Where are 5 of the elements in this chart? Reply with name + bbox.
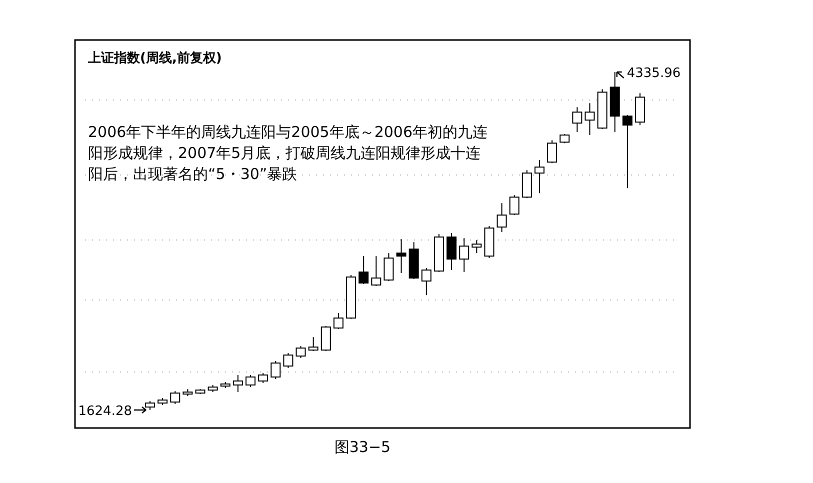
annotation: 2006年下半年的周线九连阳与2005年底～2006年初的九连阳形成规律，2007年5月底，打破周线九连阳规律形成十连阳后，出现著名的“5・30”暴跌 [88, 122, 488, 185]
text: 1624.28 [78, 404, 132, 419]
chart-title: 上证指数(周线,前复权) [87, 51, 222, 66]
caption: 图33−5 [334, 438, 391, 456]
annotation: 4335.96 [626, 66, 681, 81]
